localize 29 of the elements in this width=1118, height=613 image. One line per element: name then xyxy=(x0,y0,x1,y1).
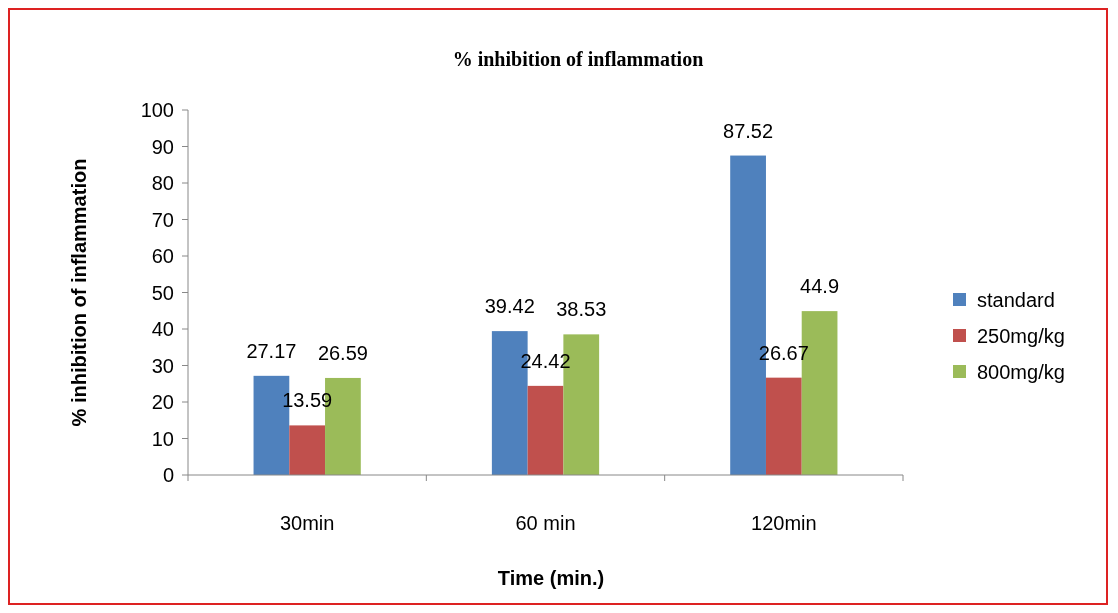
x-tick-label: 30min xyxy=(279,512,335,534)
data-label: 26.59 xyxy=(317,341,368,364)
bar xyxy=(527,385,564,475)
x-tick-label: 60 min xyxy=(515,512,576,534)
bar xyxy=(765,377,802,475)
legend-label: 800mg/kg xyxy=(977,361,1065,383)
y-tick-label: 0 xyxy=(162,464,174,486)
data-label: 27.17 xyxy=(246,339,297,362)
y-tick-label: 80 xyxy=(151,172,174,194)
legend-label: standard xyxy=(977,289,1055,311)
y-tick-label: 20 xyxy=(151,391,174,413)
data-label: 38.53 xyxy=(556,298,607,321)
y-tick-label: 50 xyxy=(151,281,174,304)
y-tick-label: 90 xyxy=(151,135,174,158)
data-label: 44.9 xyxy=(800,275,840,298)
chart-title: % inhibition of inflammation xyxy=(452,48,704,70)
y-tick-label: 30 xyxy=(151,354,174,377)
y-tick-label: 70 xyxy=(151,208,174,231)
x-tick-label: 120min xyxy=(751,512,817,534)
data-label: 87.52 xyxy=(723,119,774,142)
y-axis-title: % inhibition of inflammation xyxy=(68,158,90,427)
y-tick-label: 40 xyxy=(151,318,174,340)
data-label: 39.42 xyxy=(484,295,535,318)
bar xyxy=(289,425,326,475)
x-axis-title: Time (min.) xyxy=(497,567,605,589)
y-tick-label: 10 xyxy=(151,427,174,450)
y-tick-label: 60 xyxy=(151,245,174,267)
y-tick-label: 100 xyxy=(140,99,174,121)
legend-label: 250mg/kg xyxy=(977,325,1065,347)
